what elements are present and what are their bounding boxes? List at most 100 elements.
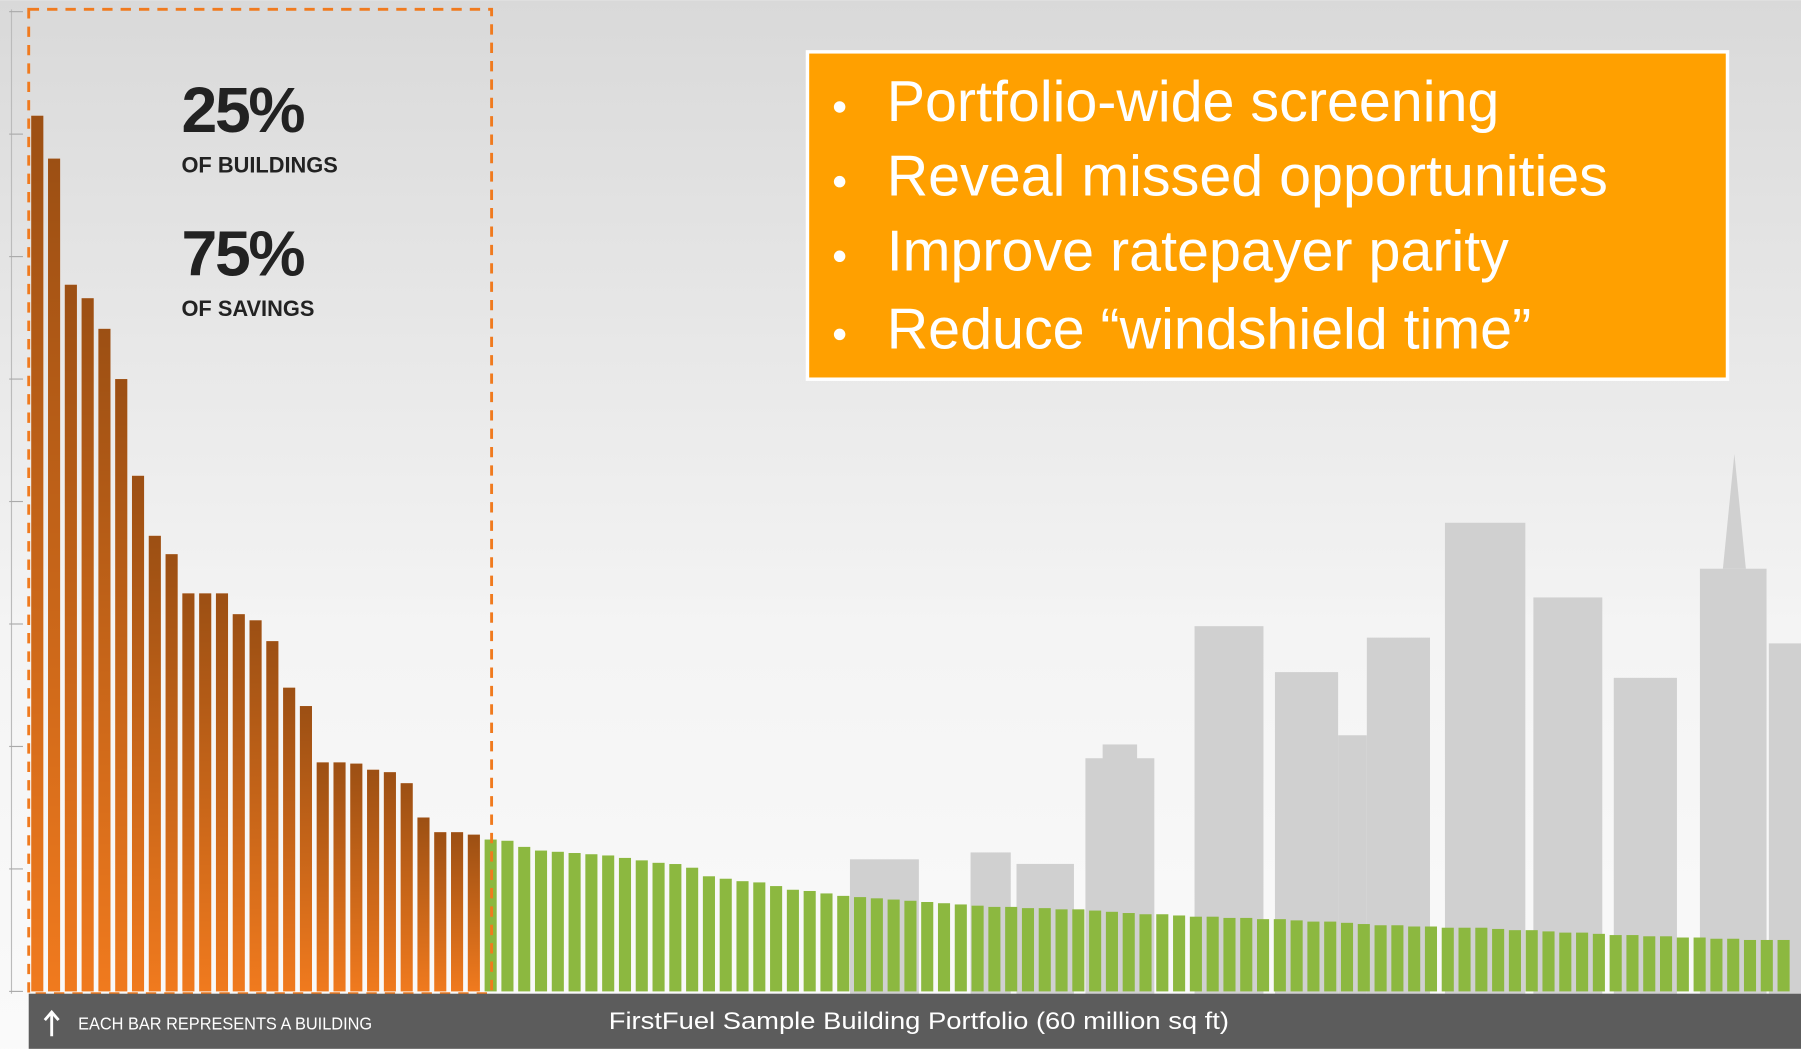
bar: [1559, 932, 1572, 992]
bar: [199, 593, 212, 992]
bar: [249, 620, 262, 992]
bar: [1324, 921, 1337, 992]
bar: [1760, 939, 1773, 992]
bar: [232, 614, 245, 992]
bar: [551, 851, 564, 992]
bar: [400, 783, 413, 992]
bar: [1089, 910, 1102, 992]
bar: [1357, 924, 1370, 992]
x-axis-label: FirstFuel Sample Building Portfolio (60 …: [609, 1008, 1229, 1035]
bar: [64, 284, 77, 992]
bar: [367, 769, 380, 992]
bar: [568, 853, 581, 992]
bar: [1727, 938, 1740, 992]
bar: [1189, 916, 1202, 992]
bar: [148, 535, 161, 992]
bullet-dots: [833, 101, 846, 341]
bar: [937, 903, 951, 992]
arrow-icon: [43, 1009, 60, 1037]
bar: [954, 904, 967, 992]
bar: [803, 890, 816, 992]
bullet: Reduce “windshield time”: [887, 297, 1532, 361]
bar: [98, 328, 111, 992]
note: EACH BAR REPRESENTS A BUILDING: [78, 1013, 372, 1033]
bar: [131, 475, 145, 992]
bar: [971, 905, 984, 992]
bar: [417, 817, 430, 992]
bar: [1525, 930, 1538, 992]
bar: [1609, 935, 1622, 992]
bar: [1777, 939, 1790, 992]
bar: [837, 895, 850, 992]
bar: [618, 857, 632, 992]
bar: [602, 855, 615, 992]
bullet: Portfolio-wide screening: [887, 70, 1500, 134]
bar: [1240, 917, 1253, 992]
bar: [467, 834, 480, 992]
bar: [635, 860, 648, 992]
bar: [501, 840, 514, 992]
bar: [854, 897, 867, 992]
bar: [1374, 925, 1387, 992]
annotation: OF BUILDINGS: [181, 152, 337, 177]
bar: [1340, 922, 1354, 992]
bar: [1576, 932, 1589, 992]
annotation: OF SAVINGS: [181, 296, 314, 321]
bar: [1592, 933, 1605, 992]
bar: [1542, 931, 1555, 992]
bar: [1643, 936, 1656, 992]
bar: [1508, 930, 1521, 992]
bar: [434, 832, 447, 992]
bar: [1659, 936, 1673, 992]
bar: [1475, 927, 1488, 992]
bar: [820, 893, 833, 992]
bar: [81, 298, 94, 992]
bar: [753, 882, 766, 992]
bar: [1441, 927, 1454, 992]
footer-bar: [28, 993, 1801, 1049]
bar: [1626, 935, 1639, 992]
bar: [1021, 908, 1035, 992]
bar: [1156, 914, 1169, 992]
bar: [719, 878, 732, 992]
bar: [1072, 909, 1085, 992]
bar: [518, 846, 531, 992]
bar: [1139, 914, 1152, 992]
annotation: 75%: [181, 218, 304, 290]
bar: [1743, 939, 1757, 992]
bar: [1273, 919, 1286, 992]
bar: [115, 379, 128, 992]
bar: [1038, 908, 1051, 992]
bar: [1257, 919, 1270, 992]
bar: [266, 641, 279, 992]
bar: [451, 832, 464, 992]
bar: [333, 762, 346, 992]
bar: [1424, 926, 1438, 992]
bar: [350, 763, 363, 992]
bar: [1458, 927, 1471, 992]
bar: [1223, 917, 1236, 992]
bar: [1005, 906, 1018, 992]
bar: [887, 899, 900, 992]
bar: [1693, 937, 1706, 992]
bar: [1055, 909, 1068, 992]
bar: [1307, 921, 1320, 992]
bar: [1105, 911, 1118, 992]
bar: [215, 593, 229, 992]
bar: [585, 854, 598, 992]
bar: [48, 158, 61, 992]
bar: [1173, 915, 1186, 992]
annotation: 25%: [181, 74, 304, 146]
bar: [165, 554, 178, 992]
bar: [283, 687, 296, 992]
bar: [1122, 913, 1135, 992]
callout-box: [805, 50, 1730, 381]
bar: [870, 898, 883, 992]
bar: [904, 900, 917, 992]
bullet: Improve ratepayer parity: [887, 219, 1509, 283]
bar: [534, 850, 548, 992]
bullet: Reveal missed opportunities: [887, 145, 1608, 209]
bar: [686, 867, 699, 992]
